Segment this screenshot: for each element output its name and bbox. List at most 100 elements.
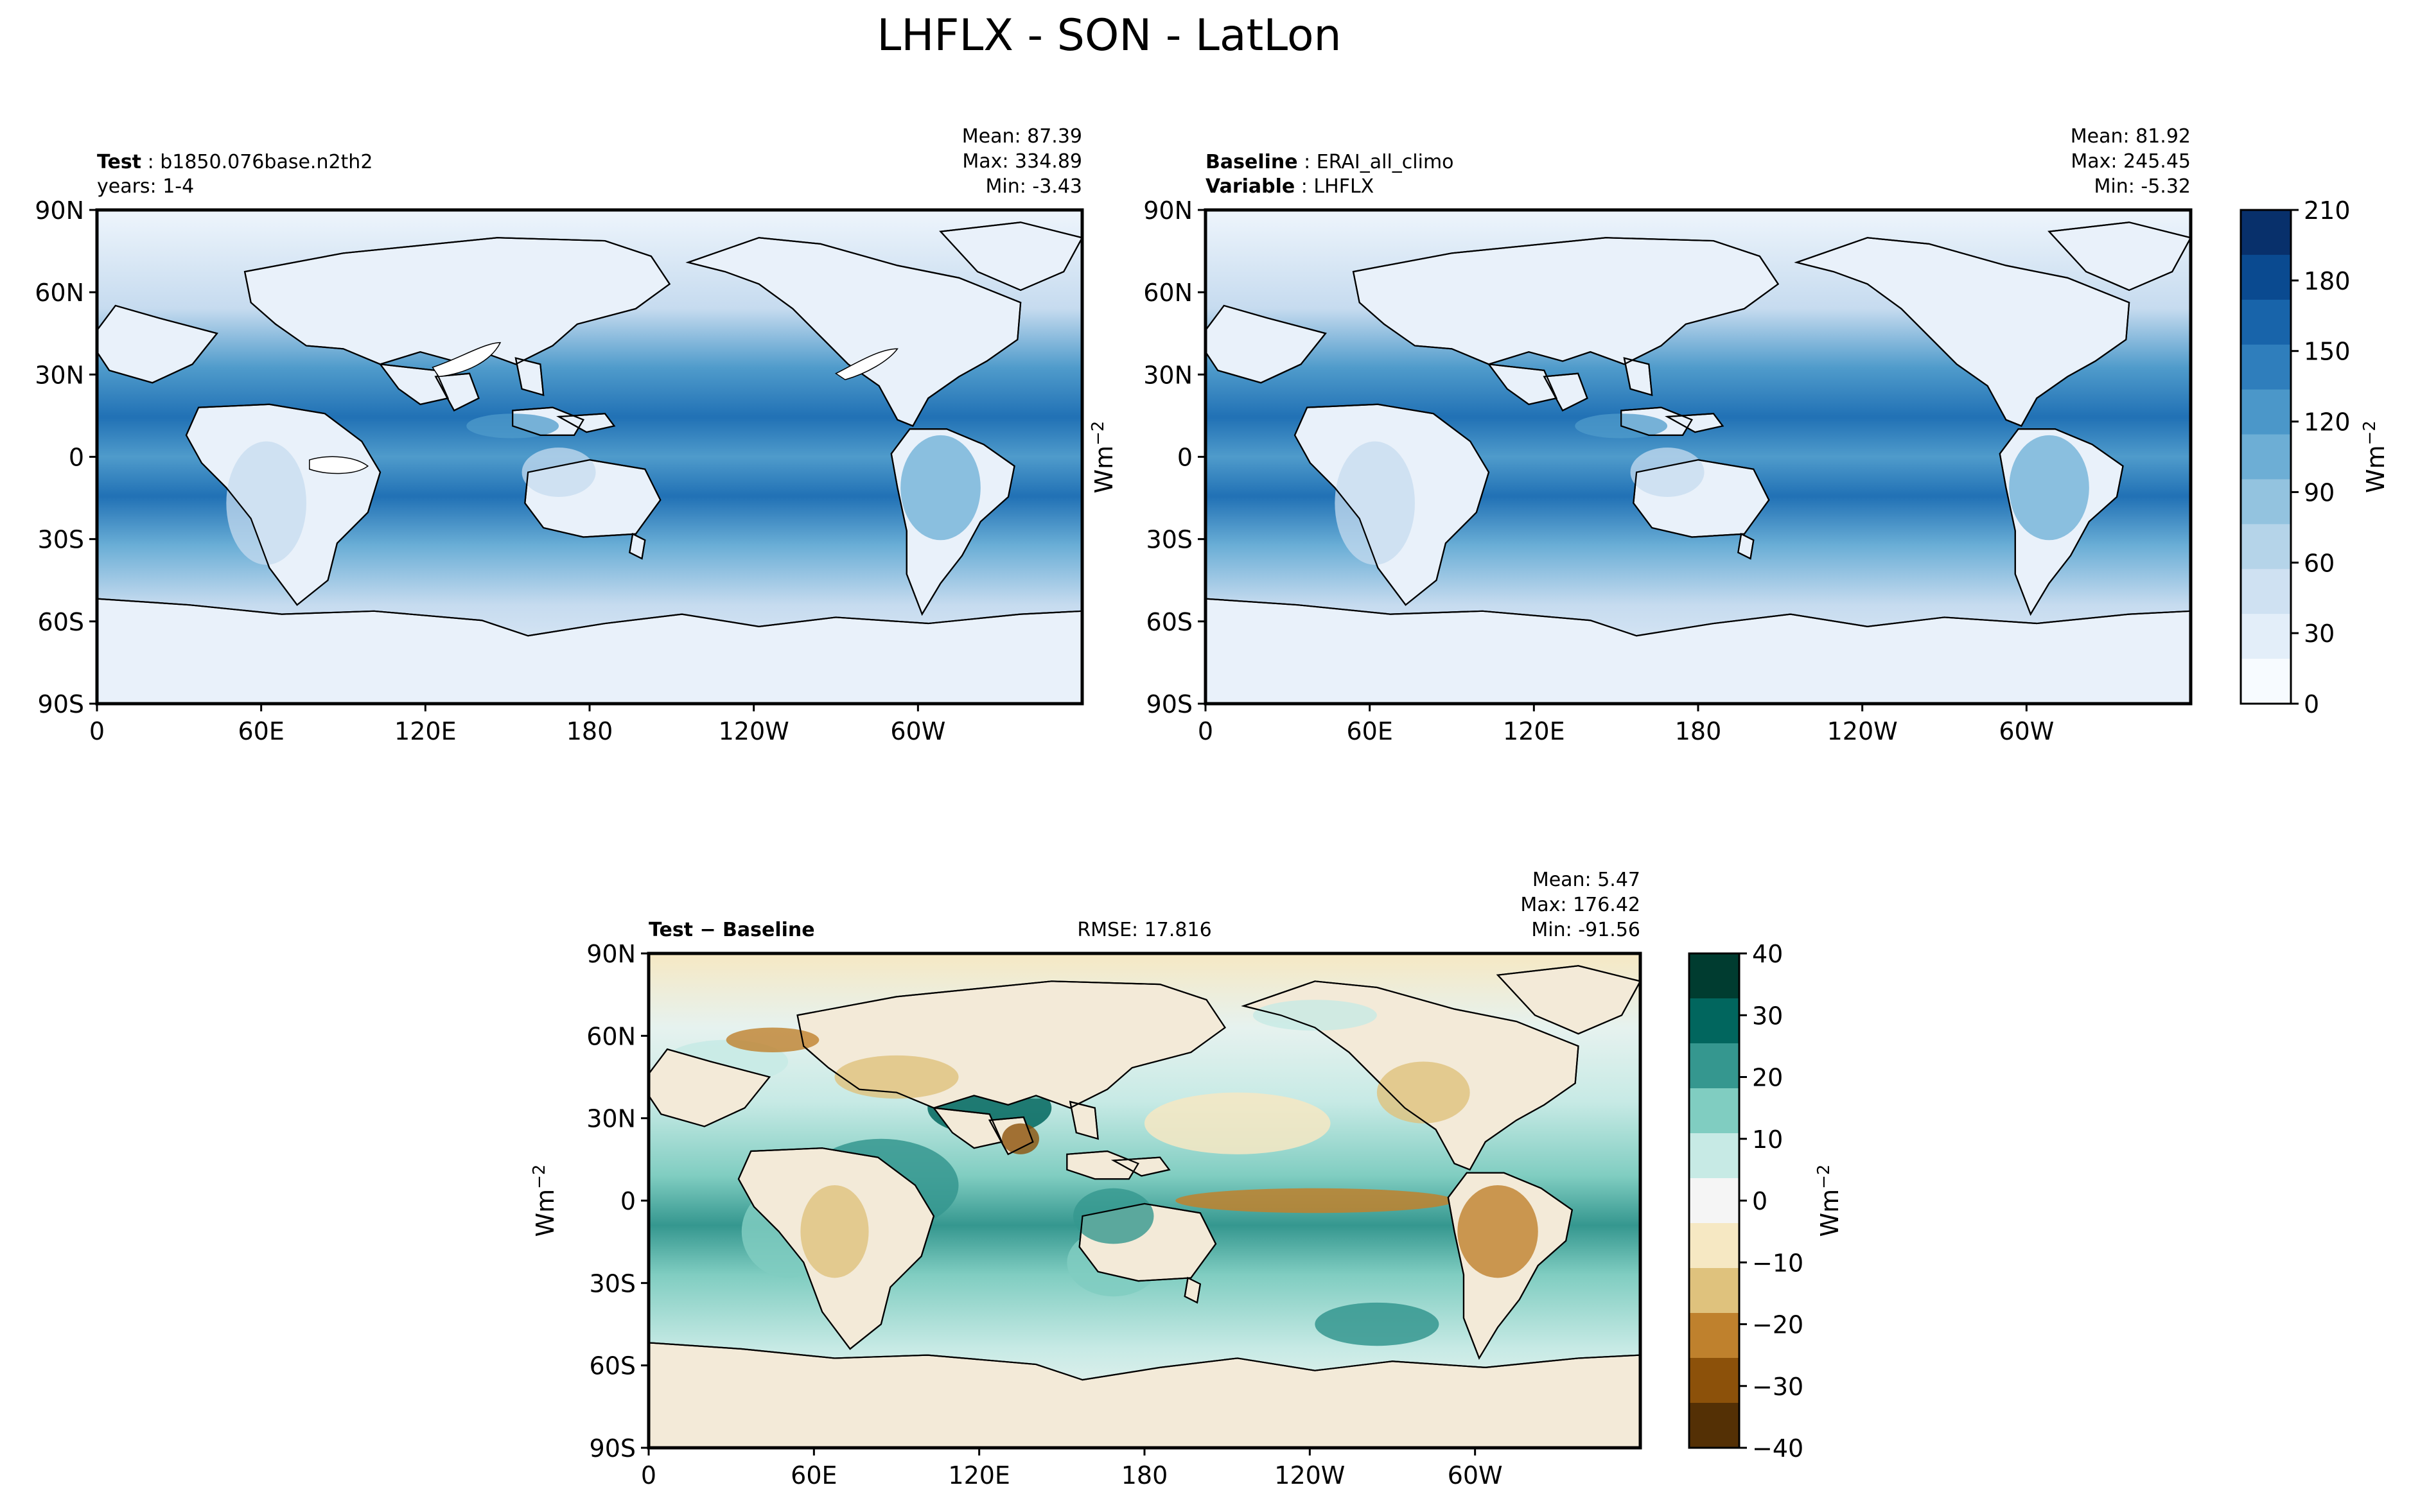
lon-tick-label: 0 (1198, 717, 1213, 745)
lon-tick-label: 60E (238, 717, 284, 745)
colorbar-tick-label: 90 (2304, 478, 2335, 507)
colorbar-swatch (2241, 299, 2291, 345)
land-anomaly (726, 1000, 1538, 1278)
lat-tick-label: 60S (1146, 608, 1193, 636)
colorbar-label: Wm−2 (1814, 1165, 1844, 1237)
lon-tick-label: 60E (791, 1461, 837, 1490)
colorbar-swatch (1689, 953, 1739, 999)
baseline-label: Baseline : ERAI_all_climo (1206, 151, 1454, 173)
lat-tick-label: 0 (1177, 444, 1193, 472)
lat-tick-label: 90S (38, 690, 84, 718)
lon-tick-label: 180 (1121, 1461, 1168, 1490)
colorbar-swatch (1689, 1133, 1739, 1179)
colorbar-tick-label: 0 (1752, 1187, 1767, 1215)
lon-tick-label: 120W (1827, 717, 1898, 745)
lat-tick-label: 60N (35, 279, 84, 307)
lat-tick-label: 90N (35, 196, 84, 225)
colorbar-diff: 40 30 20 10 0 −10 −20 −30 −40 Wm−2 (1688, 940, 1844, 1463)
baseline-variable: Variable : LHFLX (1206, 175, 1374, 198)
test-min: Min: -3.43 (986, 175, 1083, 198)
colorbar-swatch (2241, 479, 2291, 525)
diff-max: Max: 176.42 (1520, 894, 1640, 916)
colorbar-tick-label: −30 (1752, 1373, 1803, 1401)
colorbar-swatch (1689, 1358, 1739, 1403)
colorbar-tick-label: 40 (1752, 940, 1783, 968)
baseline-mean: Mean: 81.92 (2071, 125, 2191, 148)
colorbar-tick-label: 150 (2304, 338, 2351, 366)
lat-tick-label: 30N (35, 361, 84, 389)
lon-tick-label: 120E (948, 1461, 1010, 1490)
colorbar-tick-label: 20 (1752, 1064, 1783, 1092)
lat-tick-label: 60N (1143, 279, 1193, 307)
colorbar-swatch (2241, 569, 2291, 615)
diff-label: Test − Baseline (649, 919, 815, 941)
lon-tick-label: 0 (641, 1461, 656, 1490)
diff-min: Min: -91.56 (1531, 919, 1640, 941)
lat-tick-label: 30S (1146, 526, 1193, 554)
lat-tick-label: 30N (586, 1105, 636, 1133)
lat-tick-label: 90N (586, 940, 636, 968)
colorbar-swatch (2241, 614, 2291, 660)
colorbar-swatch (2241, 524, 2291, 570)
colorbar-tick-label: 0 (2304, 690, 2319, 718)
baseline-min: Min: -5.32 (2094, 175, 2191, 198)
lon-tick-label: 120E (394, 717, 457, 745)
test-label: Test : b1850.076base.n2th2 (97, 151, 373, 173)
colorbar-swatch (1689, 1403, 1739, 1448)
lat-tick-label: 60N (586, 1022, 636, 1050)
colorbar-swatch (2241, 389, 2291, 435)
colorbar-swatch (1689, 1043, 1739, 1089)
colorbar-tick-label: 210 (2304, 196, 2351, 225)
land-flux (1335, 413, 2089, 565)
colorbar-top: 0 30 60 90 120 150 180 210 Wm−2 (2240, 196, 2390, 718)
colorbar-tick-label: 60 (2304, 549, 2335, 577)
diff-rmse: RMSE: 17.816 (1077, 919, 1211, 941)
lon-tick-label: 60W (890, 717, 945, 745)
lat-tick-label: 30S (38, 526, 84, 554)
diff-mean: Mean: 5.47 (1532, 869, 1640, 891)
lat-tick-label: 30N (1143, 361, 1193, 389)
colorbar-swatch (2241, 344, 2291, 390)
colorbar-frame (2240, 209, 2292, 705)
colorbar-swatch (2241, 659, 2291, 704)
lon-tick-label: 180 (566, 717, 613, 745)
colorbar-tick-label: 180 (2304, 267, 2351, 295)
lat-tick-label: 90S (590, 1434, 636, 1463)
lat-tick-label: 0 (69, 444, 84, 472)
lon-tick-label: 120E (1503, 717, 1565, 745)
test-years: years: 1-4 (97, 175, 194, 198)
lon-tick-label: 120W (1274, 1461, 1345, 1490)
colorbar-tick-label: −40 (1752, 1434, 1803, 1463)
lon-tick-label: 60W (1999, 717, 2054, 745)
colorbar-swatch (1689, 1313, 1739, 1359)
colorbar-swatch (2241, 254, 2291, 300)
colorbar-swatch (1689, 1178, 1739, 1224)
land-flux (226, 413, 981, 565)
colorbar-swatch (1689, 1223, 1739, 1269)
lon-tick-label: 60W (1448, 1461, 1503, 1490)
colorbar-tick-label: −20 (1752, 1311, 1803, 1339)
lat-tick-label: 60S (590, 1352, 636, 1380)
lat-tick-label: 30S (590, 1269, 636, 1298)
colorbar-tick-label: −10 (1752, 1249, 1803, 1277)
colorbar-tick-label: 120 (2304, 408, 2351, 437)
lat-tick-label: 60S (38, 608, 84, 636)
lat-tick-label: 90N (1143, 196, 1193, 225)
colorbar-swatch (1689, 998, 1739, 1044)
colorbar-swatch (2241, 210, 2291, 256)
lat-tick-label: 0 (620, 1187, 636, 1215)
baseline-max: Max: 245.45 (2071, 150, 2191, 173)
lat-tick-label: 90S (1146, 690, 1193, 718)
baseline-ylabel: Wm−2 (1089, 421, 1118, 494)
colorbar-tick-label: 30 (2304, 620, 2335, 648)
lon-tick-label: 0 (89, 717, 105, 745)
lon-tick-label: 60E (1346, 717, 1392, 745)
colorbar-label: Wm−2 (2360, 421, 2390, 493)
colorbar-tick-label: 10 (1752, 1125, 1783, 1154)
test-mean: Mean: 87.39 (962, 125, 1082, 148)
diff-ylabel: Wm−2 (530, 1165, 559, 1237)
